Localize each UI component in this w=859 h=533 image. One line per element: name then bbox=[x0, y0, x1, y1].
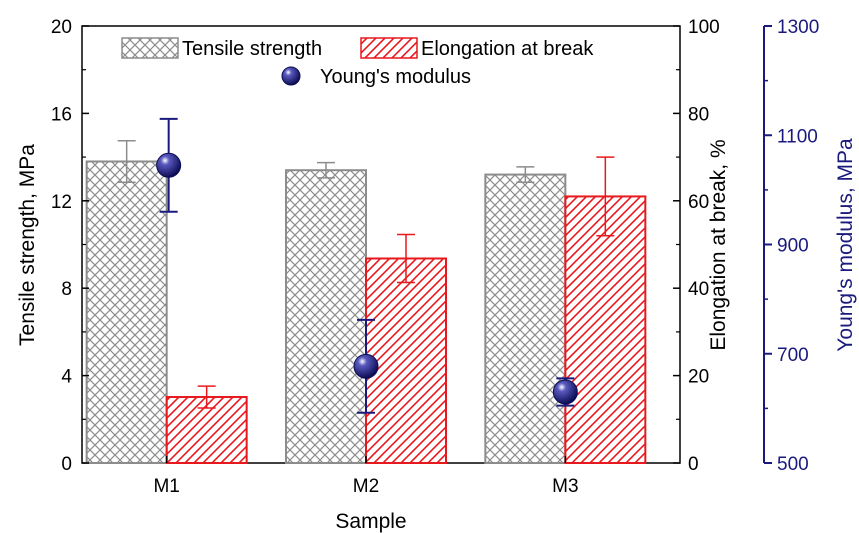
bar-tensile-M3 bbox=[484, 173, 567, 465]
x-axis-label: Sample bbox=[335, 510, 406, 533]
tick-label-right2: 900 bbox=[777, 236, 809, 257]
error-bars-layer bbox=[117, 117, 615, 414]
tick-label-left: 0 bbox=[61, 454, 72, 475]
tick-label-x-M2: M2 bbox=[353, 476, 379, 497]
tick-label-right1: 0 bbox=[688, 454, 699, 475]
tick-label-right1: 20 bbox=[688, 367, 709, 388]
legend-tensile-swatch bbox=[121, 37, 179, 59]
y-axis-right1-label: Elongation at break, % bbox=[707, 139, 730, 350]
tick-label-left: 16 bbox=[51, 104, 72, 125]
tick-label-right1: 100 bbox=[688, 17, 720, 38]
tick-label-right2: 1100 bbox=[777, 126, 818, 147]
bar-elongation-M2 bbox=[365, 257, 447, 465]
y-axis-right2-label: Young's modulus, MPa bbox=[834, 138, 857, 352]
tick-label-right2: 700 bbox=[777, 345, 809, 366]
tick-label-right1: 60 bbox=[688, 192, 709, 213]
tick-label-left: 4 bbox=[61, 367, 72, 388]
tick-label-x-M1: M1 bbox=[153, 476, 179, 497]
tick-label-left: 12 bbox=[51, 192, 72, 213]
bar-tensile-M1 bbox=[85, 160, 168, 464]
y-axis-left-label: Tensile strength, MPa bbox=[16, 144, 39, 346]
tick-label-right2: 500 bbox=[777, 454, 809, 475]
legend-modulus-label: Young's modulus bbox=[320, 66, 471, 88]
legend-modulus-marker bbox=[281, 66, 301, 86]
tick-label-left: 20 bbox=[51, 17, 72, 38]
axis-right-elongation: 0 20 40 60 80 100 bbox=[673, 17, 720, 475]
tick-label-right1: 80 bbox=[688, 104, 709, 125]
legend: Tensile strength Elongation at break You… bbox=[121, 37, 594, 88]
legend-elongation-swatch bbox=[360, 37, 418, 59]
legend-elongation-label: Elongation at break bbox=[421, 38, 594, 60]
points-layer bbox=[156, 152, 578, 405]
tick-label-x-M3: M3 bbox=[552, 476, 578, 497]
tick-label-right1: 40 bbox=[688, 279, 709, 300]
axis-left: 0 4 8 12 16 20 bbox=[51, 17, 89, 475]
point-modulus-M2 bbox=[353, 353, 379, 379]
legend-tensile-label: Tensile strength bbox=[182, 38, 322, 60]
axis-right-modulus: 500 700 900 1100 1300 bbox=[763, 17, 819, 475]
point-modulus-M3 bbox=[552, 379, 578, 405]
bars-layer bbox=[85, 160, 647, 465]
axis-x: M1 M2 M3 bbox=[153, 456, 579, 497]
tick-label-right2: 1300 bbox=[777, 17, 819, 38]
tick-label-left: 8 bbox=[61, 279, 72, 300]
bar-tensile-M2 bbox=[285, 169, 367, 465]
point-modulus-M1 bbox=[156, 152, 182, 178]
bar-elongation-M3 bbox=[564, 195, 647, 464]
